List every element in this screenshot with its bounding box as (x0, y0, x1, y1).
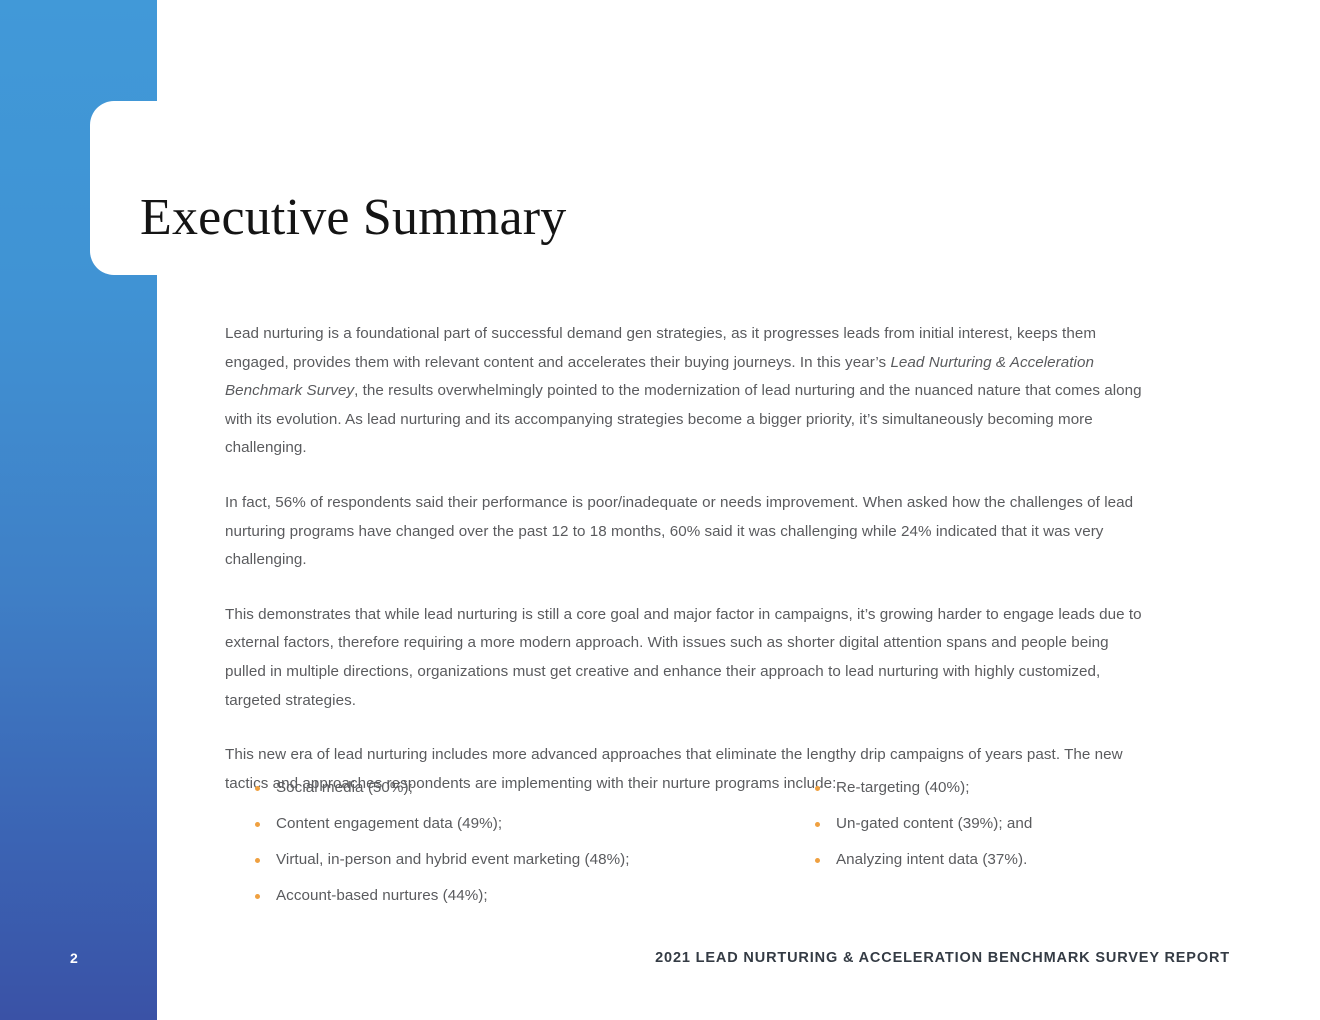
list-item-label: Virtual, in-person and hybrid event mark… (276, 851, 630, 868)
text-run: , the results overwhelmingly pointed to … (225, 382, 1142, 457)
paragraph-2: In fact, 56% of respondents said their p… (225, 489, 1150, 575)
bullet-list-right: Re-targeting (40%); Un-gated content (39%… (810, 778, 1230, 906)
list-item: Analyzing intent data (37%). (810, 850, 1230, 870)
bullet-dot-icon (255, 858, 260, 863)
title-card (90, 101, 710, 275)
text-run: This demonstrates that while lead nurtur… (225, 605, 1142, 709)
bullet-dot-icon (255, 822, 260, 827)
body-copy: Lead nurturing is a foundational part of… (225, 320, 1150, 798)
page-number: 2 (70, 950, 79, 966)
paragraph-3: This demonstrates that while lead nurtur… (225, 601, 1150, 715)
list-item-label: Content engagement data (49%); (276, 815, 503, 832)
list-item-label: Un-gated content (39%); and (836, 815, 1033, 832)
emphasis-text: Lead Nurturing & Acceleration Benchmark … (225, 353, 1094, 400)
paragraph-1: Lead nurturing is a foundational part of… (225, 320, 1150, 463)
list-item: Un-gated content (39%); and (810, 814, 1230, 834)
list-item: Re-targeting (40%); (810, 778, 1230, 798)
paragraph-4: This new era of lead nurturing includes … (225, 741, 1150, 798)
bullet-dot-icon (815, 858, 820, 863)
list-item: Account-based nurtures (44%); (250, 886, 810, 906)
list-item-label: Social media (50%); (276, 779, 413, 796)
page-title: Executive Summary (140, 188, 567, 246)
tactics-bullet-lists: Social media (50%); Content engagement da… (250, 778, 1250, 906)
bullet-dot-icon (815, 822, 820, 827)
list-item: Content engagement data (49%); (250, 814, 810, 834)
bullet-dot-icon (255, 786, 260, 791)
text-run: Lead nurturing is a foundational part of… (225, 325, 1097, 371)
list-item-label: Analyzing intent data (37%). (836, 851, 1028, 868)
footer-report-title: 2021 LEAD NURTURING & ACCELERATION BENCH… (655, 950, 1230, 966)
bullet-list-left: Social media (50%); Content engagement da… (250, 778, 810, 906)
list-item: Virtual, in-person and hybrid event mark… (250, 850, 810, 870)
text-run: In fact, 56% of respondents said their p… (225, 493, 1134, 569)
bullet-dot-icon (815, 786, 820, 791)
list-item-label: Account-based nurtures (44%); (276, 887, 488, 904)
list-item: Social media (50%); (250, 778, 810, 798)
text-run: This new era of lead nurturing includes … (225, 746, 1123, 792)
bullet-dot-icon (255, 894, 260, 899)
list-item-label: Re-targeting (40%); (836, 779, 970, 796)
